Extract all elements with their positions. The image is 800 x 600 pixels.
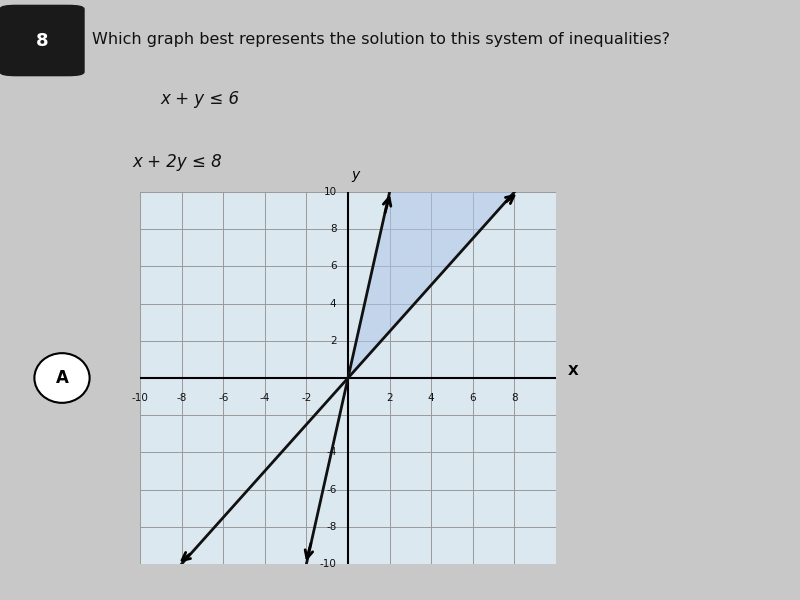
FancyBboxPatch shape bbox=[0, 5, 84, 76]
Text: A: A bbox=[55, 369, 69, 387]
Text: 6: 6 bbox=[470, 393, 476, 403]
Text: -8: -8 bbox=[177, 393, 186, 403]
Text: 2: 2 bbox=[386, 393, 393, 403]
Text: -8: -8 bbox=[326, 522, 337, 532]
Text: y: y bbox=[351, 168, 359, 182]
Text: -10: -10 bbox=[320, 559, 337, 569]
Text: 6: 6 bbox=[330, 262, 337, 271]
Text: 10: 10 bbox=[323, 187, 337, 197]
Text: -2: -2 bbox=[302, 393, 311, 403]
Text: Which graph best represents the solution to this system of inequalities?: Which graph best represents the solution… bbox=[92, 32, 670, 47]
Text: 8: 8 bbox=[330, 224, 337, 234]
Text: -6: -6 bbox=[326, 485, 337, 494]
Text: 4: 4 bbox=[428, 393, 434, 403]
Circle shape bbox=[34, 353, 90, 403]
Text: 8: 8 bbox=[511, 393, 518, 403]
Text: x + 2y ≤ 8: x + 2y ≤ 8 bbox=[132, 153, 222, 171]
Text: X: X bbox=[567, 364, 578, 377]
Text: -6: -6 bbox=[218, 393, 228, 403]
Text: 2: 2 bbox=[330, 336, 337, 346]
Text: 4: 4 bbox=[330, 299, 337, 308]
Text: -4: -4 bbox=[260, 393, 270, 403]
Text: x + y ≤ 6: x + y ≤ 6 bbox=[160, 90, 239, 108]
Text: 8: 8 bbox=[36, 31, 49, 49]
Polygon shape bbox=[348, 192, 556, 378]
Text: -10: -10 bbox=[131, 393, 149, 403]
Text: -4: -4 bbox=[326, 448, 337, 457]
